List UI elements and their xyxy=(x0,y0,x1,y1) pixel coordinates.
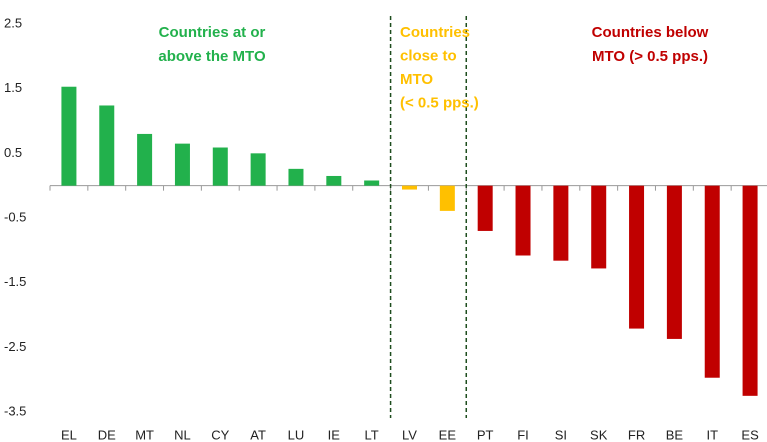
x-tick-label: LU xyxy=(288,427,305,442)
annotation: Countries at or xyxy=(159,24,266,41)
x-tick-label: SK xyxy=(590,427,608,442)
x-tick-label: FI xyxy=(517,427,529,442)
x-tick-label: NL xyxy=(174,427,191,442)
x-tick-label: DE xyxy=(98,427,116,442)
x-tick-label: LV xyxy=(402,427,417,442)
x-tick-label: EE xyxy=(439,427,457,442)
annotation: Countries below xyxy=(592,24,709,41)
annotation: MTO xyxy=(400,71,433,88)
annotation: close to xyxy=(400,47,457,64)
bar xyxy=(61,86,77,186)
x-tick-label: BE xyxy=(666,427,684,442)
annotation: (< 0.5 pps.) xyxy=(400,94,479,111)
x-tick-label: EL xyxy=(61,427,77,442)
bar xyxy=(137,133,153,186)
y-tick-label: -2.5 xyxy=(4,339,26,354)
y-tick-label: -3.5 xyxy=(4,403,26,418)
x-tick-label: SI xyxy=(555,427,567,442)
y-tick-label: 2.5 xyxy=(4,15,22,30)
bar xyxy=(250,153,266,186)
x-tick-label: IE xyxy=(328,427,341,442)
x-tick-label: LT xyxy=(365,427,379,442)
bar xyxy=(364,180,380,186)
x-tick-label: ES xyxy=(741,427,759,442)
bar xyxy=(402,185,417,190)
y-tick-label: 0.5 xyxy=(4,145,22,160)
bar xyxy=(591,185,607,269)
y-tick-label: -0.5 xyxy=(4,209,26,224)
bar xyxy=(553,185,569,261)
bar xyxy=(99,105,115,186)
x-tick-label: FR xyxy=(628,427,645,442)
y-tick-label: 1.5 xyxy=(4,80,22,95)
y-tick-label: -1.5 xyxy=(4,274,26,289)
bar xyxy=(742,185,758,396)
bar xyxy=(288,168,304,186)
bar xyxy=(515,185,531,256)
annotation: above the MTO xyxy=(158,48,266,65)
annotation: MTO (> 0.5 pps.) xyxy=(592,48,708,65)
bar xyxy=(326,175,342,186)
x-tick-label: AT xyxy=(250,427,266,442)
x-tick-label: MT xyxy=(135,427,154,442)
annotation: Countries xyxy=(400,24,470,41)
x-tick-label: IT xyxy=(706,427,718,442)
x-tick-label: CY xyxy=(211,427,229,442)
bar xyxy=(174,143,190,186)
bar xyxy=(666,185,682,339)
bar xyxy=(629,185,645,329)
bar xyxy=(477,185,493,231)
bar xyxy=(704,185,720,378)
x-tick-label: PT xyxy=(477,427,494,442)
bar xyxy=(212,147,228,186)
bar xyxy=(439,185,455,211)
